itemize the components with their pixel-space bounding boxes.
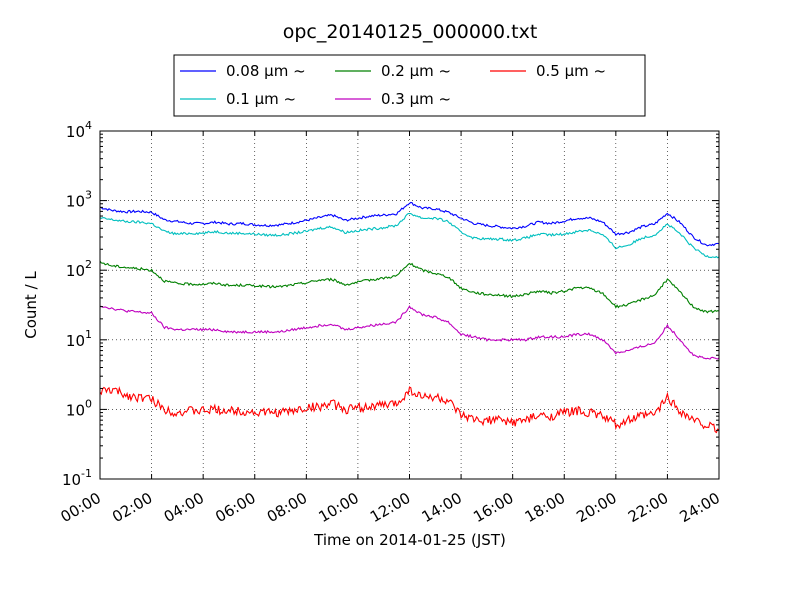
legend: 0.08 μm ~ 0.1 μm ~ 0.2 μm ~ 0.3 μm ~ 0.5 μm …: [173, 54, 646, 117]
legend-item: 0.1 μm ~: [180, 90, 296, 108]
y-tick-label: 102: [66, 258, 92, 280]
y-axis-label: Count / L: [22, 271, 40, 339]
x-tick-label: 00:00: [58, 489, 104, 526]
y-tick-exponent: -1: [81, 467, 92, 480]
legend-label: 0.5 μm ~: [536, 62, 606, 80]
y-tick-exponent: 2: [85, 258, 92, 271]
x-tick-labels: 00:00 02:00 04:00 06:00 08:00 10:00 12:00 14:00…: [58, 489, 723, 526]
x-tick-label: 16:00: [470, 489, 516, 526]
legend-item: 0.2 μm ~: [335, 62, 451, 80]
legend-label: 0.1 μm ~: [226, 90, 296, 108]
y-tick-base: 10: [66, 123, 85, 141]
x-tick-label: 24:00: [677, 489, 723, 526]
x-tick-label: 04:00: [161, 489, 207, 526]
x-tick-label: 22:00: [625, 489, 671, 526]
x-tick-label: 20:00: [573, 489, 619, 526]
x-tick-label: 14:00: [419, 489, 465, 526]
series-line-1: [99, 213, 720, 259]
y-tick-exponent: 0: [85, 397, 92, 410]
y-tick-exponent: 4: [85, 119, 92, 132]
y-tick-exponent: 1: [85, 328, 92, 341]
y-tick-base: 10: [66, 193, 85, 211]
series-line-4: [99, 385, 720, 434]
y-tick-label: 103: [66, 189, 92, 211]
axis-ticks: [99, 130, 720, 480]
x-tick-label: 10:00: [315, 489, 361, 526]
grid: [100, 131, 719, 479]
legend-item: 0.5 μm ~: [490, 62, 606, 80]
x-tick-label: 08:00: [264, 489, 310, 526]
y-tick-base: 10: [66, 262, 85, 280]
legend-item: 0.08 μm ~: [180, 62, 306, 80]
legend-item: 0.3 μm ~: [335, 90, 451, 108]
series-line-0: [99, 201, 720, 247]
x-tick-label: 02:00: [109, 489, 155, 526]
y-tick-label: 10-1: [62, 467, 92, 489]
x-tick-label: 06:00: [212, 489, 258, 526]
x-tick-label: 12:00: [367, 489, 413, 526]
series-lines: [99, 201, 720, 434]
chart-title: opc_20140125_000000.txt: [283, 21, 538, 43]
legend-label: 0.2 μm ~: [381, 62, 451, 80]
x-axis-label: Time on 2014-01-25 (JST): [313, 531, 506, 549]
y-tick-label: 100: [66, 397, 92, 419]
y-tick-label: 104: [66, 119, 92, 141]
legend-label: 0.08 μm ~: [226, 62, 306, 80]
series-line-2: [99, 260, 720, 314]
y-tick-label: 101: [66, 328, 92, 350]
legend-box: [173, 54, 646, 117]
x-tick-label: 18:00: [522, 489, 568, 526]
y-tick-base: 10: [66, 401, 85, 419]
y-tick-exponent: 3: [85, 189, 92, 202]
y-tick-base: 10: [66, 332, 85, 350]
legend-label: 0.3 μm ~: [381, 90, 451, 108]
series-line-3: [99, 305, 720, 360]
y-tick-base: 10: [62, 471, 81, 489]
